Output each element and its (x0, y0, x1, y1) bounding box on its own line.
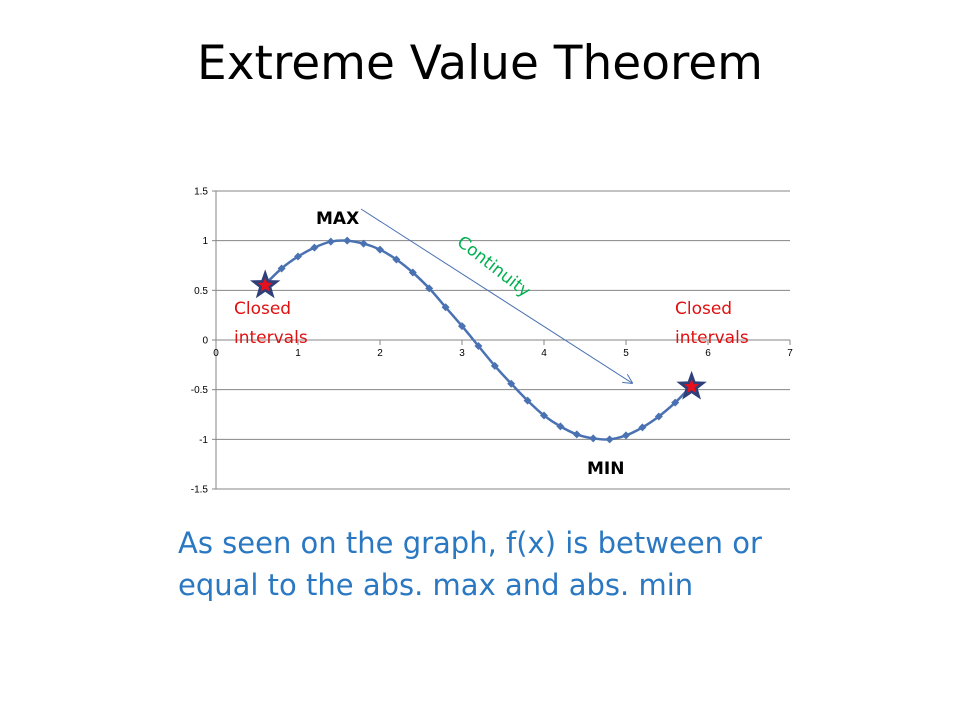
data-point (556, 422, 565, 431)
endpoint-star-inner (257, 277, 273, 292)
x-tick-label: 6 (705, 348, 711, 359)
data-point (294, 252, 302, 261)
caption-line-2: equal to the abs. max and abs. min (178, 568, 694, 602)
y-tick-label: -1 (199, 435, 208, 446)
data-point (326, 237, 335, 246)
closed-interval-left-line2: intervals (234, 328, 308, 348)
x-tick-label: 7 (787, 348, 793, 359)
continuity-arrow (360, 208, 632, 383)
data-point (408, 268, 417, 277)
data-point (359, 239, 368, 248)
x-tick-label: 0 (213, 348, 219, 359)
data-point (310, 243, 319, 252)
min-label: MIN (587, 459, 624, 479)
data-point (343, 236, 352, 245)
data-series (261, 236, 696, 444)
data-point (605, 435, 614, 444)
x-tick-label: 3 (459, 348, 465, 359)
data-point (523, 396, 532, 405)
data-point (654, 412, 663, 421)
data-point (490, 361, 499, 370)
data-point (638, 423, 647, 432)
caption: As seen on the graph, f(x) is between or… (178, 522, 898, 606)
closed-interval-left-line1: Closed (234, 299, 291, 319)
x-tick-label: 1 (295, 348, 301, 359)
y-tick-label: -1.5 (191, 485, 209, 496)
continuity-label: Continuity (453, 232, 534, 302)
x-tick-label: 5 (623, 348, 629, 359)
max-label: MAX (316, 209, 359, 229)
data-point (458, 322, 466, 331)
y-tick-label: 1.5 (194, 187, 208, 198)
data-point (425, 284, 434, 293)
data-point (392, 255, 401, 264)
data-point (622, 431, 630, 440)
caption-line-1: As seen on the graph, f(x) is between or (178, 526, 762, 560)
gridlines (216, 190, 790, 490)
x-tick-label: 4 (541, 348, 547, 359)
data-point (671, 398, 680, 407)
data-point (540, 411, 548, 420)
data-point (474, 341, 483, 350)
data-point (507, 379, 516, 388)
data-point (572, 430, 581, 439)
endpoint-stars (250, 269, 707, 400)
axes (212, 190, 791, 490)
data-point (589, 434, 598, 443)
tick-labels: 1.5 1 0.5 0 -0.5 -1 -1.5 0 1 2 3 4 5 6 7 (191, 187, 793, 496)
y-tick-label: 0 (202, 336, 208, 347)
slide-title: Extreme Value Theorem (197, 36, 763, 91)
y-tick-label: 0.5 (194, 286, 208, 297)
x-tick-label: 2 (377, 348, 383, 359)
endpoint-star-inner (684, 378, 700, 394)
data-point (441, 303, 450, 312)
data-point (277, 264, 286, 273)
y-tick-label: -0.5 (191, 385, 209, 396)
closed-interval-right-line2: intervals (675, 328, 749, 348)
closed-interval-right-line1: Closed (675, 299, 732, 319)
y-tick-label: 1 (202, 236, 208, 247)
data-point (376, 245, 384, 254)
